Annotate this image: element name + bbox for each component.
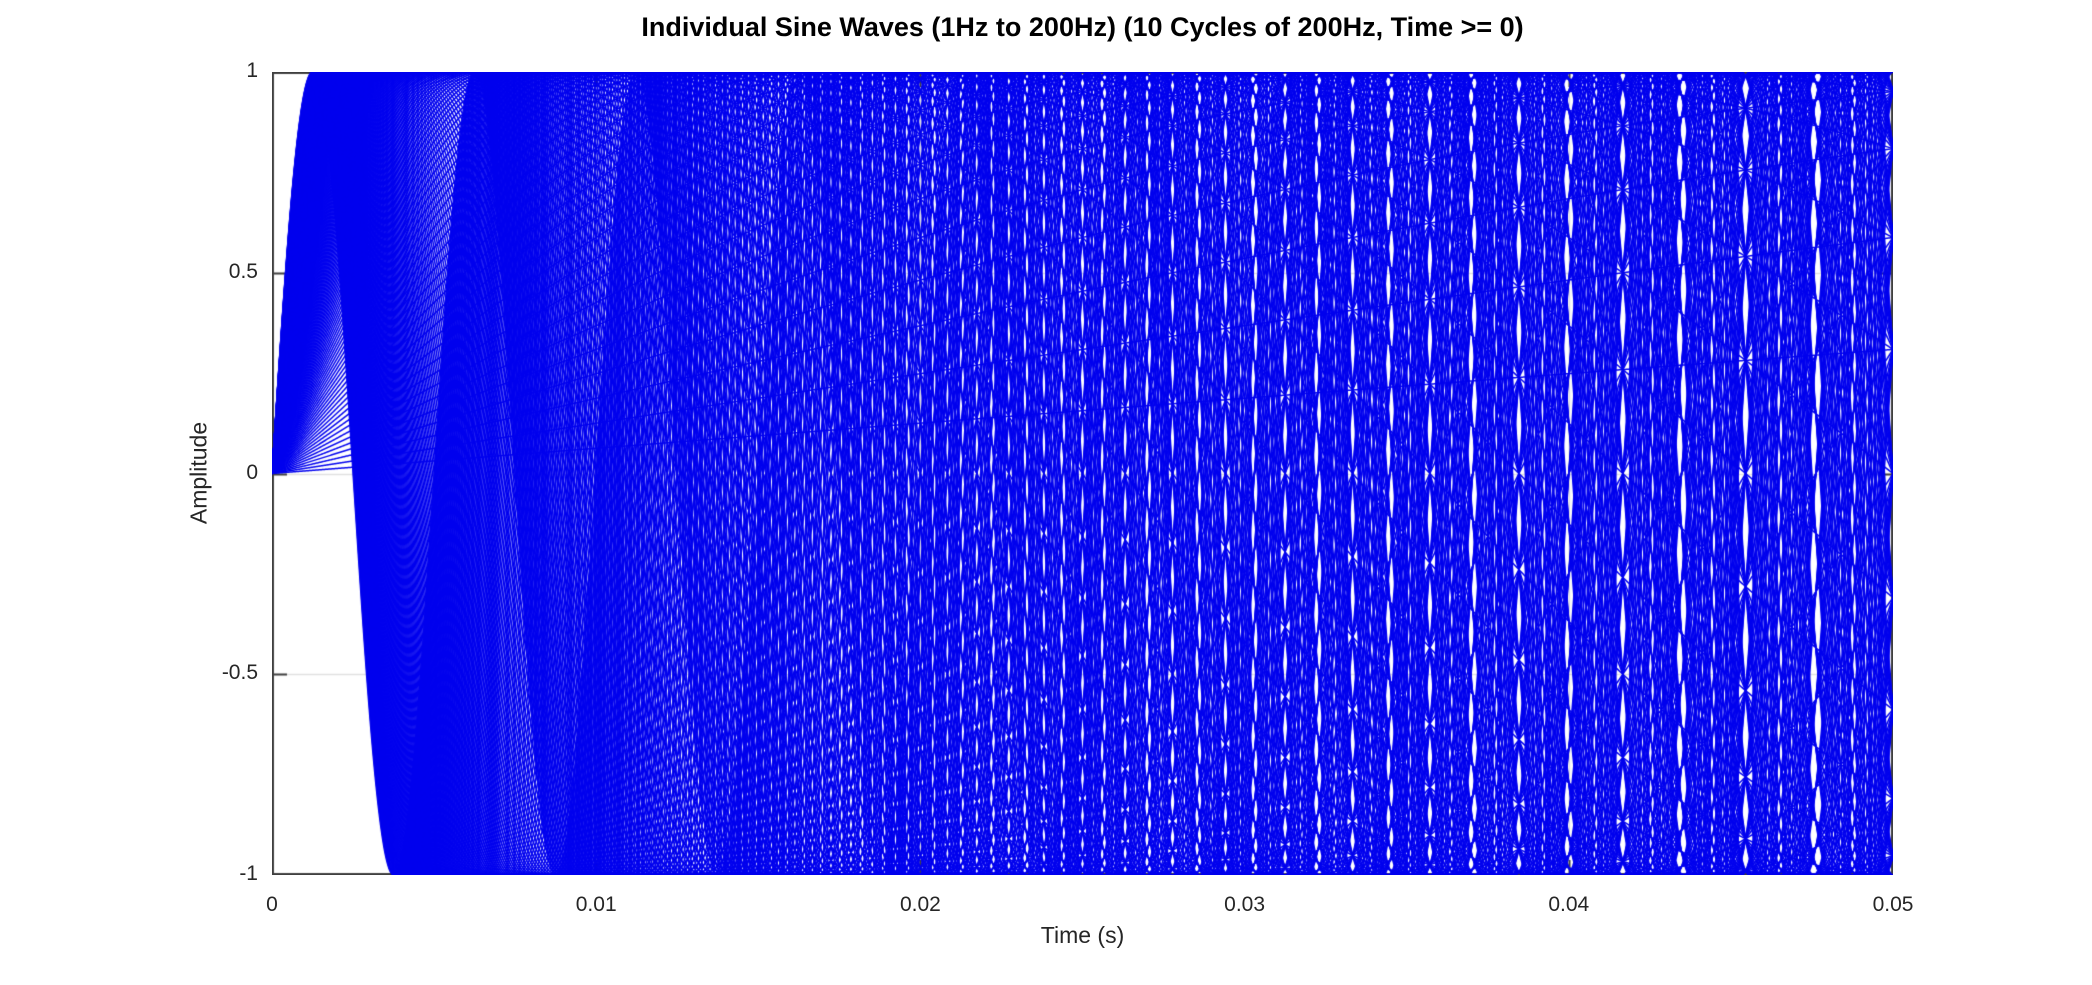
y-tick-label: 0.5	[228, 259, 258, 283]
y-tick-label: 0	[246, 460, 258, 484]
chart-title: Individual Sine Waves (1Hz to 200Hz) (10…	[641, 12, 1524, 42]
x-tick-label: 0.05	[1872, 893, 1914, 916]
y-tick-label: 1	[246, 59, 258, 82]
x-tick-label: 0.02	[899, 893, 941, 916]
sine-waves-plot-canvas	[272, 72, 1893, 875]
x-tick-label: 0.04	[1548, 893, 1590, 916]
x-tick-label: 0.03	[1224, 893, 1266, 916]
x-tick-label: 0.01	[575, 893, 617, 916]
y-tick-label: -1	[239, 862, 258, 885]
x-tick-label: 0	[266, 893, 278, 916]
x-axis-label: Time (s)	[1040, 922, 1125, 948]
y-tick-label: -0.5	[221, 661, 258, 685]
